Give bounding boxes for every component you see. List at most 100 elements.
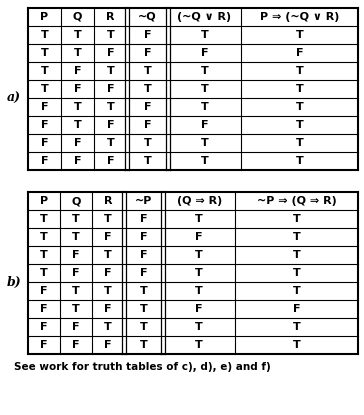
Text: T: T xyxy=(72,232,80,242)
Text: F: F xyxy=(41,156,48,166)
Text: T: T xyxy=(296,84,304,94)
Text: P: P xyxy=(40,196,48,206)
Text: T: T xyxy=(296,120,304,130)
Text: T: T xyxy=(195,214,203,224)
Text: T: T xyxy=(41,66,48,76)
Text: a): a) xyxy=(7,91,21,105)
Text: F: F xyxy=(74,156,81,166)
Text: T: T xyxy=(201,138,208,148)
Text: T: T xyxy=(107,138,114,148)
Text: F: F xyxy=(107,156,114,166)
Text: T: T xyxy=(140,340,148,350)
Text: T: T xyxy=(41,84,48,94)
Text: T: T xyxy=(143,138,151,148)
Text: R: R xyxy=(104,196,112,206)
Text: F: F xyxy=(40,322,48,332)
Text: T: T xyxy=(72,214,80,224)
Text: T: T xyxy=(296,102,304,112)
Text: T: T xyxy=(293,214,300,224)
Text: T: T xyxy=(74,30,82,40)
Text: T: T xyxy=(74,120,82,130)
Text: T: T xyxy=(296,30,304,40)
Text: T: T xyxy=(143,66,151,76)
Text: T: T xyxy=(201,66,208,76)
Text: F: F xyxy=(104,232,112,242)
Text: P ⇒ (~Q ∨ R): P ⇒ (~Q ∨ R) xyxy=(260,12,339,22)
Text: T: T xyxy=(40,214,48,224)
Text: T: T xyxy=(296,138,304,148)
Text: See work for truth tables of c), d), e) and f): See work for truth tables of c), d), e) … xyxy=(14,362,271,372)
Bar xyxy=(162,192,166,354)
Bar xyxy=(125,8,129,170)
Text: T: T xyxy=(104,214,112,224)
Text: F: F xyxy=(74,84,81,94)
Text: T: T xyxy=(107,102,114,112)
Text: F: F xyxy=(143,48,151,58)
Text: T: T xyxy=(201,156,208,166)
Text: F: F xyxy=(41,138,48,148)
Text: F: F xyxy=(107,120,114,130)
Bar xyxy=(28,192,358,354)
Text: F: F xyxy=(40,340,48,350)
Text: F: F xyxy=(72,340,80,350)
Text: F: F xyxy=(107,84,114,94)
Text: T: T xyxy=(195,268,203,278)
Text: T: T xyxy=(104,322,112,332)
Text: T: T xyxy=(201,84,208,94)
Text: T: T xyxy=(40,232,48,242)
Text: F: F xyxy=(41,102,48,112)
Text: T: T xyxy=(293,340,300,350)
Text: F: F xyxy=(41,120,48,130)
Text: (~Q ∨ R): (~Q ∨ R) xyxy=(177,12,232,22)
Text: P: P xyxy=(40,12,48,22)
Text: Q: Q xyxy=(73,12,82,22)
Text: T: T xyxy=(74,102,82,112)
Text: F: F xyxy=(140,232,147,242)
Text: (Q ⇒ R): (Q ⇒ R) xyxy=(177,196,222,206)
Text: F: F xyxy=(143,102,151,112)
Text: T: T xyxy=(143,84,151,94)
Text: T: T xyxy=(72,286,80,296)
Text: F: F xyxy=(140,268,147,278)
Text: R: R xyxy=(106,12,115,22)
Text: F: F xyxy=(140,214,147,224)
Text: T: T xyxy=(293,232,300,242)
Text: T: T xyxy=(143,156,151,166)
Text: F: F xyxy=(74,66,81,76)
Text: T: T xyxy=(104,286,112,296)
Text: F: F xyxy=(104,304,112,314)
Text: F: F xyxy=(195,232,203,242)
Text: F: F xyxy=(72,322,80,332)
Text: F: F xyxy=(72,268,80,278)
Text: F: F xyxy=(201,120,208,130)
Text: F: F xyxy=(74,138,81,148)
Text: F: F xyxy=(104,340,112,350)
Text: ~Q: ~Q xyxy=(138,12,157,22)
Bar xyxy=(28,8,358,170)
Text: T: T xyxy=(201,102,208,112)
Text: F: F xyxy=(296,48,303,58)
Text: T: T xyxy=(195,286,203,296)
Text: F: F xyxy=(72,250,80,260)
Text: T: T xyxy=(107,66,114,76)
Text: T: T xyxy=(293,286,300,296)
Text: T: T xyxy=(293,322,300,332)
Text: T: T xyxy=(195,340,203,350)
Text: T: T xyxy=(296,66,304,76)
Text: T: T xyxy=(41,48,48,58)
Text: F: F xyxy=(104,268,112,278)
Text: T: T xyxy=(293,250,300,260)
Text: T: T xyxy=(296,156,304,166)
Text: F: F xyxy=(293,304,300,314)
Bar xyxy=(166,8,170,170)
Text: F: F xyxy=(140,250,147,260)
Text: T: T xyxy=(107,30,114,40)
Text: T: T xyxy=(74,48,82,58)
Text: T: T xyxy=(72,304,80,314)
Text: F: F xyxy=(195,304,203,314)
Text: F: F xyxy=(143,120,151,130)
Bar xyxy=(122,192,126,354)
Text: F: F xyxy=(143,30,151,40)
Text: T: T xyxy=(104,250,112,260)
Text: T: T xyxy=(195,322,203,332)
